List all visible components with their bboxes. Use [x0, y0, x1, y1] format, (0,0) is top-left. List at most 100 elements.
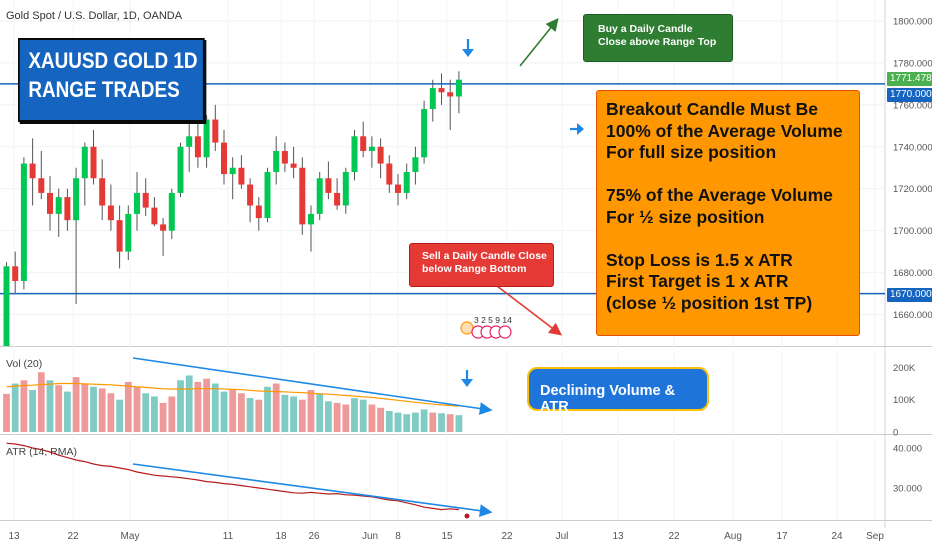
down-arrow-price: [462, 39, 474, 57]
title-box: XAUUSD GOLD 1D RANGE TRADES: [18, 38, 205, 122]
volume-bar: [107, 393, 115, 432]
volume-bar: [159, 402, 167, 432]
time-tick-label: Jul: [556, 531, 569, 542]
price-tick-label: 1720.000: [893, 184, 932, 195]
buy-arrow: [519, 18, 559, 67]
candle-body: [316, 178, 323, 214]
volume-bar: [290, 396, 297, 432]
candle-body: [377, 146, 384, 164]
down-arrow-volume: [461, 370, 473, 387]
rules-line: Stop Loss is 1.5 x ATR: [606, 249, 793, 270]
volume-bar: [281, 394, 289, 432]
volume-bar: [29, 390, 36, 432]
candle-body: [160, 224, 167, 231]
volume-bar: [81, 383, 89, 432]
volume-trend-arrow: [132, 357, 493, 415]
volume-bar: [316, 393, 324, 432]
candle-body: [38, 178, 45, 193]
volume-bar: [98, 388, 106, 432]
sell-note: Sell a Daily Candle Close below Range Bo…: [409, 243, 554, 287]
price-tick-label: 1740.000: [893, 142, 932, 153]
candle-body: [351, 136, 358, 172]
volume-bar: [246, 398, 254, 432]
volume-bar: [220, 391, 228, 432]
symbol-header: Gold Spot / U.S. Dollar, 1D, OANDA: [6, 10, 183, 22]
volume-bar: [238, 393, 245, 432]
candles: [3, 71, 462, 346]
volume-note: Declining Volume & ATR: [527, 367, 709, 415]
atr-tick-label: 30.000: [893, 484, 922, 495]
range-bottom-tag: 1670.000: [887, 288, 932, 302]
candle-body: [247, 184, 254, 206]
volume-bar: [11, 383, 19, 432]
volume-bar: [194, 381, 202, 432]
candle-body: [255, 205, 262, 219]
rules-line: [606, 228, 859, 250]
volume-bar: [307, 390, 315, 432]
candle-body: [73, 178, 80, 221]
candle-body: [455, 79, 462, 97]
sell-arrow: [496, 285, 563, 336]
volume-bar: [325, 401, 332, 432]
candle-body: [221, 142, 227, 175]
volume-bar: [368, 404, 376, 432]
candle-body: [3, 266, 10, 346]
volume-bar: [185, 375, 193, 432]
volume-bar: [403, 414, 411, 432]
volume-bar: [203, 378, 210, 432]
rules-line: [606, 164, 859, 186]
candle-body: [412, 157, 419, 172]
rules-line: For full size position: [606, 142, 777, 162]
time-tick-label: 13: [612, 531, 624, 542]
event-flags: 3 2 5 9 14: [460, 315, 512, 339]
candle-body: [447, 92, 454, 97]
volume-bar: [116, 399, 123, 432]
volume-bar: [377, 407, 384, 432]
volume-bar: [438, 413, 445, 432]
time-tick-label: 22: [67, 531, 79, 542]
last-price-tag: 1771.478: [887, 72, 932, 86]
volume-bar: [446, 414, 454, 432]
volume-bar: [420, 409, 428, 432]
atr-endpoint: [464, 513, 470, 519]
price-tick-label: 1660.000: [893, 310, 932, 321]
atr-pane-label: ATR (14, RMA): [6, 446, 77, 458]
price-tick-label: 1700.000: [893, 226, 932, 237]
volume-bar: [298, 399, 306, 432]
volume-bar: [394, 412, 402, 432]
volume-bar: [359, 399, 367, 432]
candle-body: [29, 163, 36, 179]
volume-ma-line: [6, 382, 459, 407]
volume-tick-label: 100K: [893, 395, 916, 406]
price-tick-label: 1800.000: [893, 16, 932, 27]
time-tick-label: Aug: [724, 531, 742, 542]
atr-trend-arrow: [132, 463, 493, 517]
candle-body: [151, 207, 158, 225]
candle-body: [142, 192, 149, 208]
candle-body: [438, 88, 445, 93]
volume-bar: [429, 412, 437, 432]
volume-bar: [255, 399, 263, 432]
volume-bar: [177, 380, 184, 432]
candle-body: [125, 213, 132, 252]
candle-body: [429, 88, 436, 110]
volume-bars: [3, 372, 463, 432]
candle-body: [116, 220, 123, 252]
candle-body: [395, 184, 401, 193]
volume-bar: [124, 381, 132, 432]
volume-tick-label: 0: [893, 428, 898, 439]
candle-body: [273, 150, 280, 172]
volume-bar: [72, 377, 80, 432]
right-arrow-price: [570, 123, 584, 135]
volume-bar: [412, 412, 419, 432]
volume-bar: [385, 411, 393, 432]
buy-note: Buy a Daily Candle Close above Range Top: [583, 14, 733, 62]
volume-bar: [3, 393, 10, 432]
volume-bar: [455, 415, 463, 432]
volume-bar: [264, 386, 271, 432]
drawn-arrows: [132, 18, 584, 517]
candle-body: [342, 171, 349, 206]
rules-line: 75% of the Average Volume: [606, 185, 833, 205]
time-tick-label: 26: [308, 531, 320, 542]
candle-body: [238, 167, 245, 185]
